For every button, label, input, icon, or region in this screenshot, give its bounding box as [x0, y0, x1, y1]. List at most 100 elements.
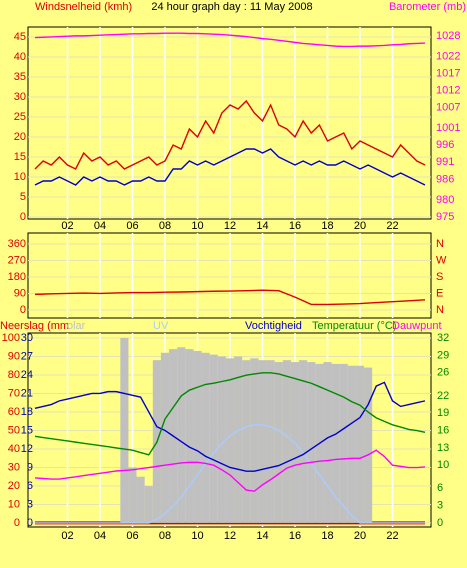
x-tick-label: 22 — [386, 220, 398, 232]
y2-tick-label: 3 — [437, 500, 443, 512]
legend-label: olar — [67, 320, 86, 332]
y2-tick-label: S — [436, 271, 443, 283]
y-tick-label: 90 — [8, 350, 20, 362]
series-line — [34, 449, 426, 492]
y-tick-label: 30 — [14, 91, 26, 103]
solar-bar — [193, 350, 202, 523]
y2-tick-label: E — [436, 287, 443, 299]
y-tick-label: 80 — [8, 369, 20, 381]
solar-bar — [364, 367, 373, 523]
series-line — [34, 148, 426, 186]
x-tick-label: 14 — [256, 220, 268, 232]
y2-tick-label: 19 — [437, 407, 449, 419]
legend-label: Dauwpunt — [392, 320, 442, 332]
y-tick-label: 360 — [8, 238, 26, 250]
y3-tick-label: 6 — [27, 480, 33, 492]
y2-tick-label: 29 — [437, 349, 449, 361]
solar-bar — [339, 363, 348, 523]
solar-bar — [136, 476, 145, 523]
solar-bar — [242, 360, 251, 523]
y3-tick-label: 24 — [21, 369, 33, 381]
x-tick-label: 18 — [321, 530, 333, 542]
x-tick-label: 22 — [386, 530, 398, 542]
x-tick-label: 12 — [224, 220, 236, 232]
y2-tick-label: 1012 — [436, 84, 460, 96]
y-tick-label: 90 — [14, 287, 26, 299]
y-tick-label: 0 — [14, 517, 20, 529]
solar-bar — [258, 360, 267, 523]
y3-tick-label: 21 — [21, 387, 33, 399]
series-line — [34, 32, 426, 48]
y3-tick-label: 30 — [21, 332, 33, 344]
x-tick-label: 12 — [224, 530, 236, 542]
x-tick-label: 20 — [354, 530, 366, 542]
solar-bar — [177, 347, 186, 523]
series-line — [34, 99, 426, 170]
solar-bar — [266, 360, 275, 523]
solar-bar — [299, 360, 308, 523]
y2-tick-label: 13 — [437, 442, 449, 454]
y2-tick-label: 975 — [436, 211, 454, 223]
y2-tick-label: 10 — [437, 459, 449, 471]
y2-tick-label: 980 — [436, 194, 454, 206]
x-tick-label: 06 — [126, 220, 138, 232]
y-tick-label: 15 — [14, 151, 26, 163]
y-tick-label: 40 — [14, 51, 26, 63]
y-tick-label: 20 — [14, 131, 26, 143]
solar-bar — [307, 362, 316, 523]
x-tick-label: 10 — [191, 220, 203, 232]
solar-bar — [201, 352, 210, 523]
y2-tick-label: 16 — [437, 424, 449, 436]
y-tick-label: 5 — [20, 191, 26, 203]
x-tick-label: 04 — [94, 530, 106, 542]
series-line — [34, 381, 426, 472]
solar-bar — [128, 467, 137, 523]
y-tick-label: 35 — [14, 71, 26, 83]
y-tick-label: 0 — [20, 211, 26, 223]
solar-bar — [185, 349, 194, 523]
y-tick-label: 100 — [2, 332, 20, 344]
y2-tick-label: 26 — [437, 367, 449, 379]
legend-label: Temperatuur (°C) — [312, 320, 396, 332]
x-tick-label: 06 — [126, 530, 138, 542]
x-tick-label: 02 — [61, 220, 73, 232]
y2-tick-label: 1007 — [436, 102, 460, 114]
y2-tick-label: N — [436, 238, 444, 250]
y-tick-label: 10 — [8, 498, 20, 510]
solar-bar — [144, 485, 153, 523]
x-tick-label: 10 — [191, 530, 203, 542]
solar-bar — [274, 362, 283, 523]
y2-tick-label: 6 — [437, 482, 443, 494]
y-tick-label: 45 — [14, 31, 26, 43]
legend-label: Neerslag (mm — [0, 320, 69, 332]
solar-bar — [234, 356, 243, 523]
y-tick-label: 60 — [8, 406, 20, 418]
solar-bar — [347, 365, 356, 523]
x-tick-label: 20 — [354, 220, 366, 232]
y-tick-label: 40 — [8, 443, 20, 455]
y2-tick-label: 1017 — [436, 67, 460, 79]
x-tick-label: 14 — [256, 530, 268, 542]
x-tick-label: 16 — [289, 530, 301, 542]
solar-bar — [250, 358, 259, 523]
y-tick-label: 0 — [20, 304, 26, 316]
y-tick-label: 25 — [14, 111, 26, 123]
legend-label: Vochtigheid — [245, 320, 302, 332]
y2-tick-label: 32 — [437, 332, 449, 344]
x-tick-label: 08 — [159, 530, 171, 542]
y3-tick-label: 3 — [27, 498, 33, 510]
y3-tick-label: 18 — [21, 406, 33, 418]
y-tick-label: 180 — [8, 271, 26, 283]
y2-tick-label: 1001 — [436, 122, 460, 134]
x-tick-label: 16 — [289, 220, 301, 232]
solar-bar — [120, 337, 129, 523]
y2-tick-label: 996 — [436, 139, 454, 151]
solar-bar — [323, 362, 332, 523]
y-tick-label: 270 — [8, 254, 26, 266]
y2-tick-label: 991 — [436, 156, 454, 168]
legend-label: UV — [153, 320, 169, 332]
solar-bar — [160, 352, 170, 523]
solar-bar — [282, 360, 291, 523]
solar-bar — [225, 358, 235, 523]
